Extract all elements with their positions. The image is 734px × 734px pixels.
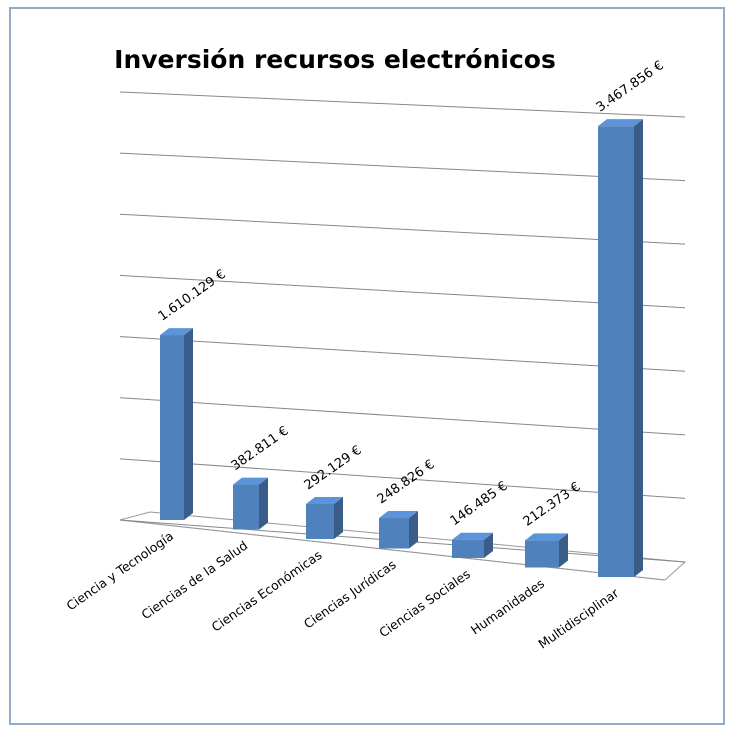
- bar: [379, 511, 418, 549]
- bar-face: [160, 335, 184, 520]
- bar: [306, 496, 343, 539]
- bar-face: [525, 540, 559, 568]
- bar-face: [525, 533, 568, 541]
- bar-face: [306, 503, 334, 539]
- grid-line: [119, 397, 686, 436]
- grid-line: [119, 91, 686, 118]
- bar-face: [484, 532, 493, 558]
- bar-face: [233, 484, 259, 530]
- bar-face: [452, 539, 484, 558]
- bar-face: [379, 518, 409, 549]
- wall-edge: [119, 519, 666, 581]
- bar-face: [233, 477, 268, 485]
- bar-face: [559, 533, 568, 568]
- grid-line: [119, 458, 686, 499]
- bar-face: [334, 496, 343, 539]
- grid-line: [119, 336, 686, 372]
- bar-face: [598, 126, 634, 578]
- bar-face: [409, 511, 418, 549]
- bar-face: [160, 328, 193, 336]
- bar-face: [306, 496, 343, 504]
- bar: [233, 477, 268, 530]
- grid-line: [119, 152, 686, 182]
- bar: [160, 328, 193, 520]
- bar: [525, 533, 568, 568]
- bar-face: [452, 532, 493, 540]
- bar-face: [598, 119, 643, 127]
- chart-title: Inversión recursos electrónicos: [114, 45, 556, 74]
- bar-face: [184, 328, 193, 520]
- bar: [598, 119, 643, 578]
- bar: [452, 532, 493, 558]
- bar-face: [259, 477, 268, 530]
- grid-line: [119, 213, 686, 245]
- bar-face: [379, 511, 418, 519]
- grid-line: [119, 274, 686, 309]
- bar-face: [634, 119, 643, 578]
